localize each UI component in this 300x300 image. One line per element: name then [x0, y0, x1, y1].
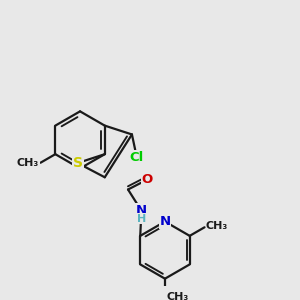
Text: Cl: Cl: [130, 151, 144, 164]
Text: O: O: [141, 173, 153, 186]
Text: CH₃: CH₃: [17, 158, 39, 168]
Text: N: N: [136, 204, 147, 217]
Text: H: H: [137, 214, 146, 224]
Text: CH₃: CH₃: [206, 221, 228, 231]
Text: CH₃: CH₃: [167, 292, 189, 300]
Text: S: S: [73, 156, 82, 170]
Text: N: N: [159, 215, 170, 228]
